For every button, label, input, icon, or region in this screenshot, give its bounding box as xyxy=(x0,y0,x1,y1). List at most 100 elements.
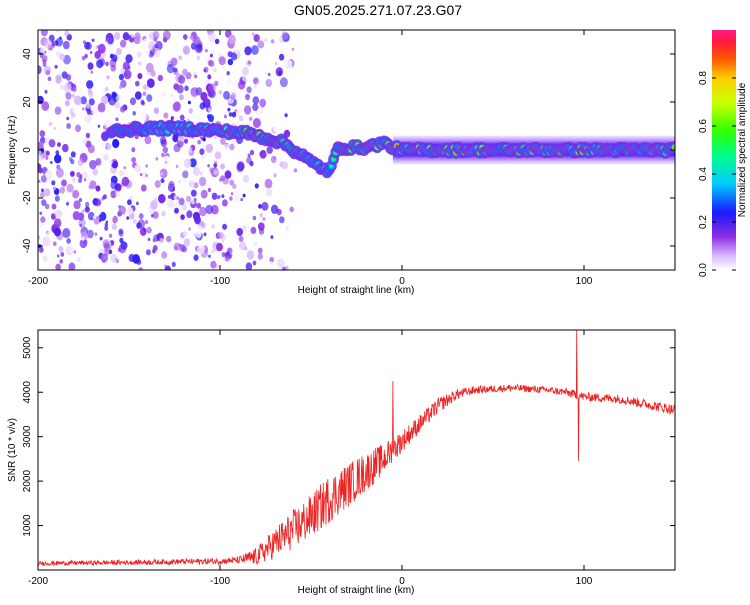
noise-blob xyxy=(193,182,199,189)
noise-blob xyxy=(75,124,81,133)
noise-blob xyxy=(159,171,164,176)
noise-blob xyxy=(221,194,225,199)
noise-blob xyxy=(38,246,44,253)
noise-blob xyxy=(188,180,195,188)
noise-blob xyxy=(53,186,56,191)
noise-blob xyxy=(64,30,70,37)
noise-blob xyxy=(250,226,257,234)
noise-blob xyxy=(184,85,189,92)
noise-blob xyxy=(59,84,65,90)
noise-blob xyxy=(139,173,143,177)
snr-x-label: Height of straight line (km) xyxy=(298,585,415,596)
noise-blob xyxy=(123,166,127,170)
noise-blob xyxy=(175,164,179,168)
noise-blob xyxy=(240,198,243,202)
noise-blob xyxy=(266,239,274,249)
noise-blob xyxy=(81,236,85,241)
noise-blob xyxy=(119,106,126,113)
noise-blob xyxy=(190,189,197,197)
noise-blob xyxy=(78,177,83,183)
noise-blob xyxy=(68,245,74,254)
noise-blob xyxy=(72,211,81,221)
noise-blob xyxy=(236,227,243,237)
noise-blob xyxy=(38,141,44,149)
noise-blob xyxy=(85,102,91,109)
noise-blob xyxy=(218,90,223,95)
noise-blob xyxy=(48,91,54,97)
noise-blob xyxy=(103,153,109,161)
noise-blob xyxy=(291,47,295,51)
noise-blob xyxy=(207,164,211,168)
noise-blob xyxy=(59,186,65,194)
x-tick-label: 0 xyxy=(399,576,405,587)
noise-blob xyxy=(203,69,206,72)
noise-blob xyxy=(131,157,137,163)
noise-blob xyxy=(45,170,53,180)
noise-blob xyxy=(114,101,120,109)
snr-frame xyxy=(37,329,676,571)
noise-blob xyxy=(152,244,158,252)
noise-blob xyxy=(119,237,124,244)
noise-blob xyxy=(66,123,71,129)
noise-blob xyxy=(258,204,262,209)
noise-blob xyxy=(182,68,188,76)
noise-blob xyxy=(259,149,267,159)
x-tick-label: 100 xyxy=(576,276,593,287)
noise-blob xyxy=(72,177,76,182)
noise-blob xyxy=(251,45,259,55)
spectrogram-x-label: Height of straight line (km) xyxy=(298,285,415,296)
noise-blob xyxy=(40,192,45,198)
colorbar-tick-label: 0.2 xyxy=(698,215,709,229)
noise-blob xyxy=(207,187,212,193)
noise-blob xyxy=(264,71,267,75)
noise-blob xyxy=(243,105,252,115)
noise-blob xyxy=(118,170,124,177)
noise-blob xyxy=(38,34,42,39)
noise-blob xyxy=(284,113,288,118)
noise-blob xyxy=(208,254,211,258)
noise-blob xyxy=(85,41,92,50)
noise-blob xyxy=(256,108,261,114)
noise-blob xyxy=(79,223,83,227)
noise-blob xyxy=(121,176,130,187)
noise-blob xyxy=(119,85,122,90)
noise-blob xyxy=(213,169,219,176)
noise-blob xyxy=(53,126,56,131)
noise-blob xyxy=(168,180,175,189)
noise-blob xyxy=(170,93,174,98)
noise-blob xyxy=(251,32,255,37)
noise-blob xyxy=(194,215,201,225)
noise-blob xyxy=(104,119,112,129)
noise-blob xyxy=(150,200,158,210)
noise-blob xyxy=(80,96,87,105)
noise-blob xyxy=(163,112,169,119)
noise-blob xyxy=(247,153,251,158)
noise-blob xyxy=(211,224,215,229)
noise-blob xyxy=(252,260,257,266)
noise-blob xyxy=(196,55,201,61)
noise-blob xyxy=(210,204,219,215)
noise-blob xyxy=(142,172,147,179)
noise-blob xyxy=(129,97,137,106)
noise-blob xyxy=(73,250,77,254)
noise-blob xyxy=(164,160,168,165)
colorbar: 0.0 0.2 0.4 0.6 0.8 Normalized spectral ampl… xyxy=(698,30,748,277)
noise-blob xyxy=(55,74,62,82)
noise-blob xyxy=(105,61,109,67)
noise-blob xyxy=(40,30,48,37)
noise-blob xyxy=(257,40,265,49)
noise-blob xyxy=(221,252,226,258)
noise-blob xyxy=(198,176,207,187)
noise-blob xyxy=(87,144,95,154)
noise-blob xyxy=(250,149,255,156)
noise-blob xyxy=(200,189,208,199)
noise-blob xyxy=(57,142,61,148)
noise-blob xyxy=(159,136,167,145)
noise-blob xyxy=(183,34,188,40)
noise-blob xyxy=(152,30,160,40)
noise-blob xyxy=(144,135,152,145)
y-tick-label: 4000 xyxy=(22,381,33,404)
noise-blob xyxy=(181,204,187,211)
noise-blob xyxy=(224,144,229,150)
